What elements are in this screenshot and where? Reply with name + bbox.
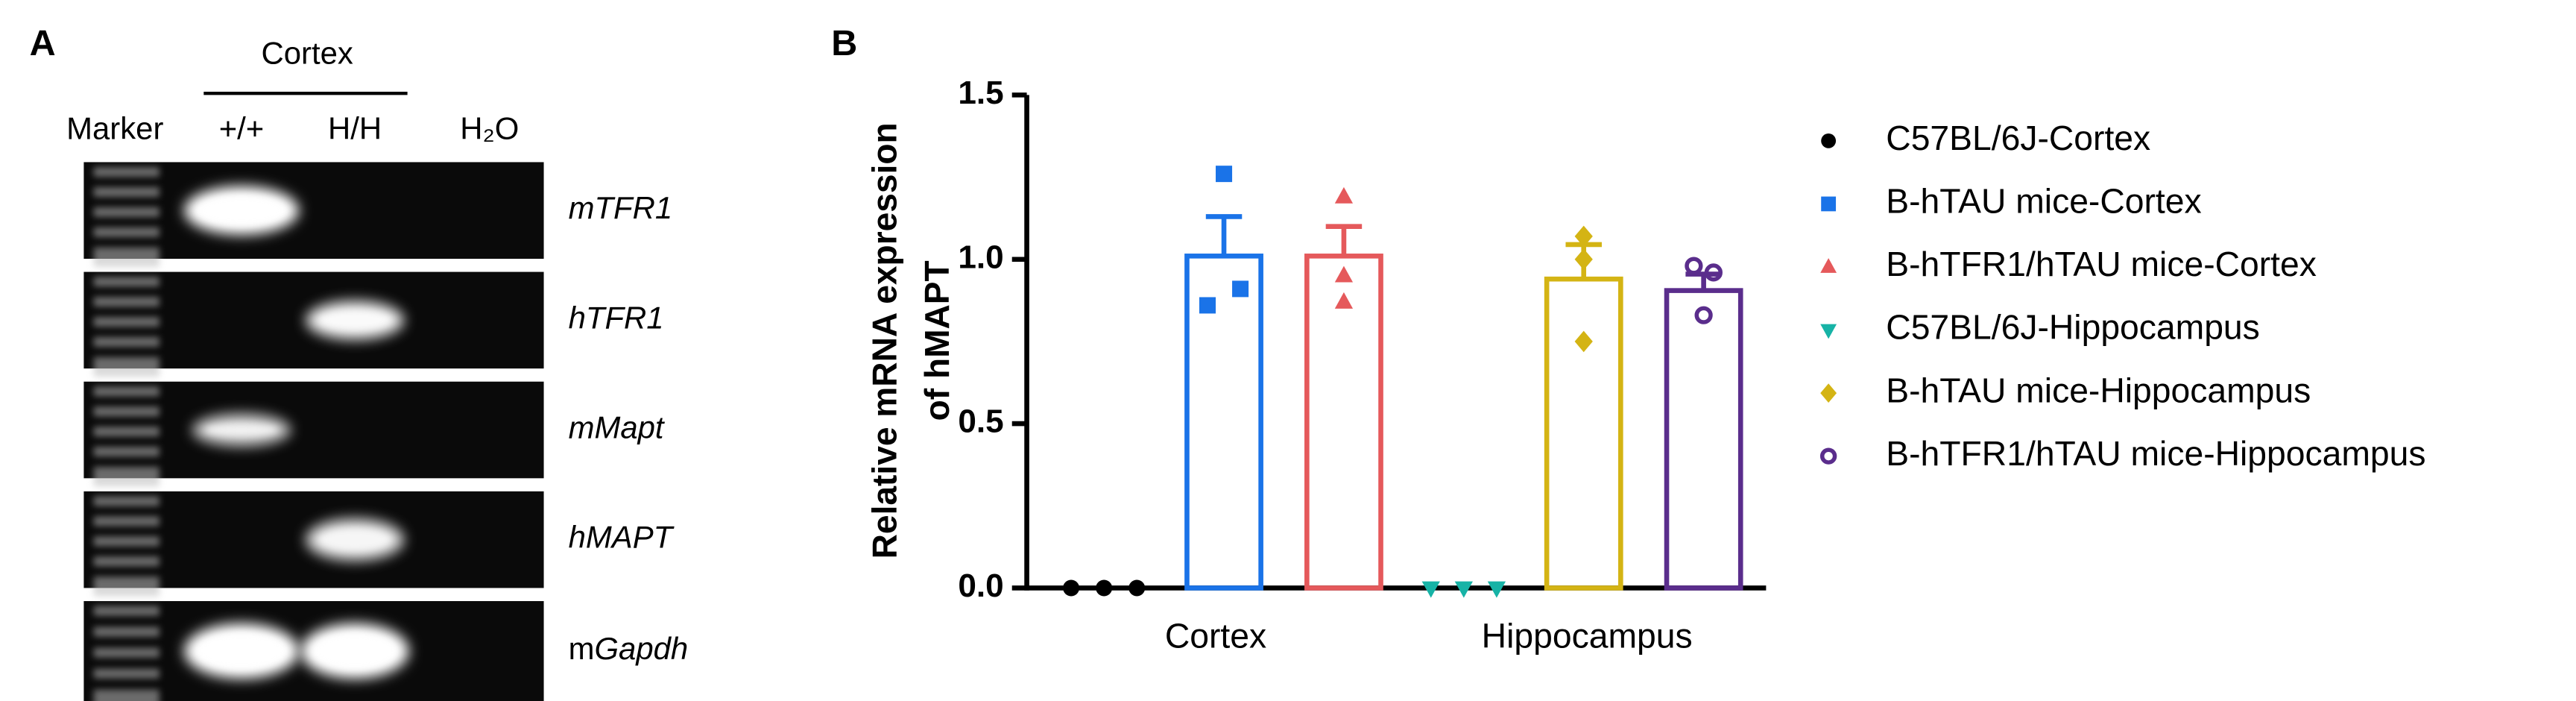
ladder-band (93, 277, 160, 287)
ladder-band (93, 689, 160, 701)
gene-name: hTFR1 (569, 300, 664, 335)
legend-label: B-hTFR1/hTAU mice-Hippocampus (1886, 434, 2425, 473)
ladder-band (93, 186, 160, 198)
data-point (1487, 581, 1506, 598)
data-point (1096, 579, 1113, 597)
gene-label: hMAPT (569, 520, 675, 555)
ladder-band (93, 336, 160, 348)
lane-label: H/H (328, 111, 382, 146)
lane-label: H₂O (460, 111, 519, 146)
legend-label: B-hTAU mice-Hippocampus (1886, 371, 2311, 409)
gel-panel: A Cortex Marker +/+ H/H H₂O mTFR1 hTFR1 mMapt hMA… (30, 23, 689, 701)
dna-band-core (313, 632, 397, 670)
gene-name: Gapdh (595, 631, 689, 666)
panel-label: B (831, 23, 857, 63)
ladder-band (93, 576, 160, 597)
gene-name: mMapt (569, 410, 666, 445)
ladder-band (93, 606, 160, 616)
bar (1184, 254, 1263, 591)
data-point (1574, 248, 1593, 271)
ladder-band (93, 466, 160, 487)
legend-marker (1821, 196, 1837, 212)
ladder-band (93, 626, 160, 637)
legend-marker (1820, 258, 1837, 273)
gene-name: hMAPT (569, 520, 675, 555)
y-tick-label: 1.5 (958, 75, 1003, 111)
data-point (1454, 581, 1473, 598)
ladder-band (93, 668, 160, 679)
lane-label: +/+ (219, 111, 265, 146)
legend-marker (1819, 447, 1837, 465)
dna-band-core (318, 310, 391, 330)
legend-label: C57BL/6J-Cortex (1886, 119, 2150, 157)
ladder-band (93, 227, 160, 237)
data-point (1704, 263, 1723, 282)
data-point (1574, 225, 1593, 248)
y-tick-label: 0.0 (958, 568, 1003, 604)
data-point (1334, 265, 1354, 283)
y-axis-label: Relative mRNA expression (865, 122, 903, 559)
dna-band-core (318, 528, 391, 552)
ladder-band (93, 406, 160, 417)
ladder-band (93, 386, 160, 397)
gene-label: mTFR1 (569, 190, 673, 225)
ladder-band (93, 207, 160, 218)
legend-marker (1821, 133, 1837, 148)
y-tick-label: 0.5 (958, 403, 1003, 440)
data-point (1334, 186, 1354, 204)
data-point (1063, 579, 1080, 597)
ladder-band (93, 536, 160, 547)
legend-label: B-hTAU mice-Cortex (1886, 182, 2201, 221)
gene-label: hTFR1 (569, 300, 664, 335)
bar (1664, 288, 1743, 591)
ladder-band (93, 247, 160, 267)
lane-label: Marker (66, 111, 163, 146)
legend-marker (1820, 383, 1837, 403)
x-tick-label: Hippocampus (1482, 617, 1693, 656)
data-point (1574, 330, 1593, 353)
panel-label: A (30, 23, 56, 63)
gene-label: mGapdh (569, 631, 689, 666)
y-axis-label: of hMAPT (918, 260, 956, 421)
legend-label: C57BL/6J-Hippocampus (1886, 308, 2260, 347)
legend-marker (1820, 324, 1837, 339)
gel-strip (83, 162, 544, 260)
gene-label: mMapt (569, 410, 666, 445)
data-point (1334, 292, 1354, 309)
legend-label: B-hTFR1/hTAU mice-Cortex (1886, 245, 2317, 283)
ladder-band (93, 556, 160, 567)
ladder-band (93, 647, 160, 658)
ladder-band (93, 316, 160, 327)
data-point (1199, 297, 1216, 314)
dna-band-core (197, 632, 286, 670)
ladder-band (93, 496, 160, 506)
gel-strip (83, 381, 544, 479)
group-label: Cortex (261, 36, 353, 71)
ladder-band (93, 516, 160, 526)
data-point (1232, 280, 1249, 298)
data-point (1694, 306, 1713, 324)
data-point (1128, 579, 1146, 597)
gene-name: mTFR1 (569, 190, 673, 225)
ladder-band (93, 297, 160, 307)
dna-band-core (205, 423, 278, 437)
dna-band-core (197, 195, 286, 225)
data-point (1685, 257, 1703, 275)
bar (1544, 276, 1623, 591)
ladder-band (93, 356, 160, 377)
ladder-band (93, 167, 160, 177)
ladder-band (93, 447, 160, 457)
gene-prefix: m (569, 631, 595, 666)
x-tick-label: Cortex (1165, 617, 1266, 656)
bar-chart: B Relative mRNA expression of hMAPT 0.0 0.5 1… (831, 23, 2425, 655)
data-point (1421, 581, 1440, 598)
data-point (1216, 166, 1233, 183)
ladder-band (93, 427, 160, 437)
y-tick-label: 1.0 (958, 239, 1003, 275)
